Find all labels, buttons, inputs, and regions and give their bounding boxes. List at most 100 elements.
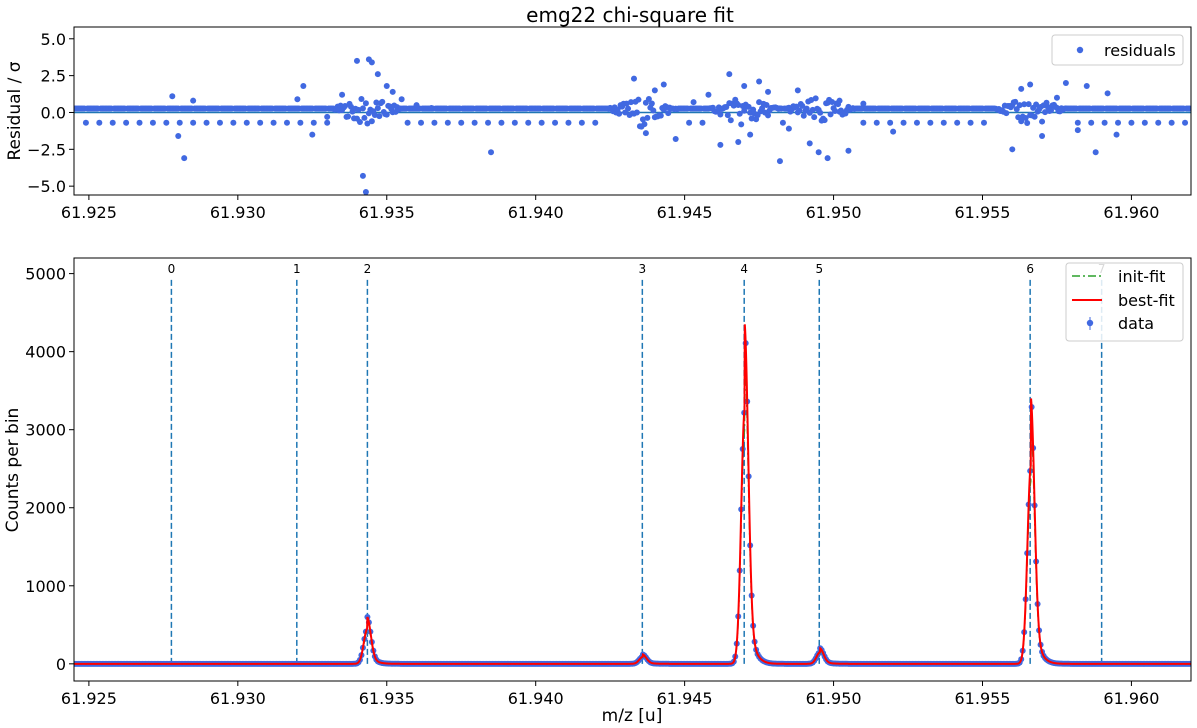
peak-marker-label: 5 xyxy=(815,262,823,276)
residual-point xyxy=(940,119,947,126)
residual-point xyxy=(827,111,834,118)
y-tick-label: 5000 xyxy=(25,265,66,284)
residual-point xyxy=(362,189,369,195)
residual-point xyxy=(190,97,197,104)
spectrum-y-axis-label: Counts per bin xyxy=(3,408,23,533)
residual-point xyxy=(1141,119,1148,126)
residual-point xyxy=(967,119,974,126)
residual-point xyxy=(428,105,435,112)
residual-point xyxy=(1031,113,1038,120)
residual-point xyxy=(324,119,331,126)
residuals-legend-label: residuals xyxy=(1104,41,1176,60)
residual-point xyxy=(817,109,824,116)
residual-point xyxy=(1022,114,1029,121)
residual-point xyxy=(763,102,770,109)
residual-point xyxy=(169,93,176,100)
y-tick-label: 2.5 xyxy=(41,67,66,86)
residual-point xyxy=(785,125,792,132)
y-tick-label: −5.0 xyxy=(27,177,66,196)
residual-point xyxy=(511,119,518,126)
residual-point xyxy=(373,99,380,106)
y-tick-label: 0.0 xyxy=(41,103,66,122)
best-fit-legend-label: best-fit xyxy=(1118,291,1175,310)
x-tick-label: 61.925 xyxy=(61,689,117,708)
x-tick-label: 61.945 xyxy=(657,689,713,708)
residual-point xyxy=(815,149,822,156)
residual-point xyxy=(1025,101,1032,108)
residual-point xyxy=(845,147,852,154)
residual-point xyxy=(361,114,368,121)
residual-point xyxy=(379,98,386,105)
residual-point xyxy=(471,119,478,126)
spectrum-legend: init-fit best-fit data xyxy=(1065,262,1184,342)
residual-point xyxy=(1003,110,1010,117)
x-tick-label: 61.960 xyxy=(1103,689,1159,708)
best-fit-line xyxy=(74,324,1191,665)
residual-point xyxy=(374,71,381,78)
residual-point xyxy=(359,172,366,179)
residual-point xyxy=(980,119,987,126)
residuals-panel: emg22 chi-square fit 61.925 61.930 61.935 6… xyxy=(5,3,1192,222)
residual-point xyxy=(398,96,405,103)
residual-point xyxy=(383,111,390,118)
residual-point xyxy=(1016,102,1023,109)
residual-point xyxy=(176,119,183,126)
residual-point xyxy=(954,119,961,126)
y-tick-label: 4000 xyxy=(25,343,66,362)
residual-point xyxy=(657,112,664,119)
x-tick-label: 61.950 xyxy=(806,689,862,708)
residual-point xyxy=(873,119,880,126)
residual-point xyxy=(300,82,307,89)
residual-point xyxy=(82,119,89,126)
residual-point xyxy=(660,81,667,88)
residual-point xyxy=(927,119,934,126)
residual-point xyxy=(1074,127,1081,134)
residuals-legend: residuals xyxy=(1051,34,1184,66)
residual-point xyxy=(736,110,743,117)
residual-point xyxy=(1062,80,1069,86)
y-tick-label: −2.5 xyxy=(27,140,66,159)
residual-point xyxy=(356,119,363,126)
residual-point xyxy=(270,119,277,126)
x-tick-label: 61.940 xyxy=(508,689,564,708)
residual-point xyxy=(796,107,803,114)
residual-point xyxy=(243,119,250,126)
residual-point xyxy=(717,111,724,118)
residual-point xyxy=(779,119,786,126)
residual-point xyxy=(368,59,375,66)
residual-point xyxy=(1083,82,1090,89)
residual-point xyxy=(413,102,420,109)
residual-point xyxy=(339,91,346,98)
y-tick-label: 1000 xyxy=(25,577,66,596)
residual-point xyxy=(1033,101,1040,108)
residual-point xyxy=(359,105,366,112)
residual-point xyxy=(1074,119,1081,126)
residual-point xyxy=(404,119,411,126)
spectrum-panel: 01234567 61.92561.93061.93561.94061.9456… xyxy=(3,257,1192,726)
residual-point xyxy=(1115,119,1122,126)
residual-point xyxy=(887,119,894,126)
spectrum-plot-frame xyxy=(73,257,1192,682)
residual-point xyxy=(1092,149,1099,156)
residual-point xyxy=(525,119,532,126)
residual-point xyxy=(163,119,170,126)
init-fit-legend-label: init-fit xyxy=(1118,267,1165,286)
residual-point xyxy=(1018,118,1025,125)
spectrum-x-axis: 61.925 61.930 61.935 61.940 61.945 61.950 61.9… xyxy=(61,681,1159,708)
residual-point xyxy=(690,99,697,106)
residual-point xyxy=(444,119,451,126)
residual-point xyxy=(498,119,505,126)
x-tick-label: 61.945 xyxy=(657,203,713,222)
residual-point xyxy=(735,138,742,145)
residual-point xyxy=(756,78,763,85)
residual-point xyxy=(832,107,839,114)
residual-point xyxy=(283,119,290,126)
residual-point xyxy=(358,96,365,103)
residual-point xyxy=(741,107,748,114)
residual-point xyxy=(765,88,772,95)
residual-point xyxy=(811,114,818,121)
residual-point xyxy=(1182,119,1189,126)
residual-point xyxy=(745,103,752,110)
residual-point xyxy=(592,119,599,126)
residual-point xyxy=(1043,99,1050,106)
